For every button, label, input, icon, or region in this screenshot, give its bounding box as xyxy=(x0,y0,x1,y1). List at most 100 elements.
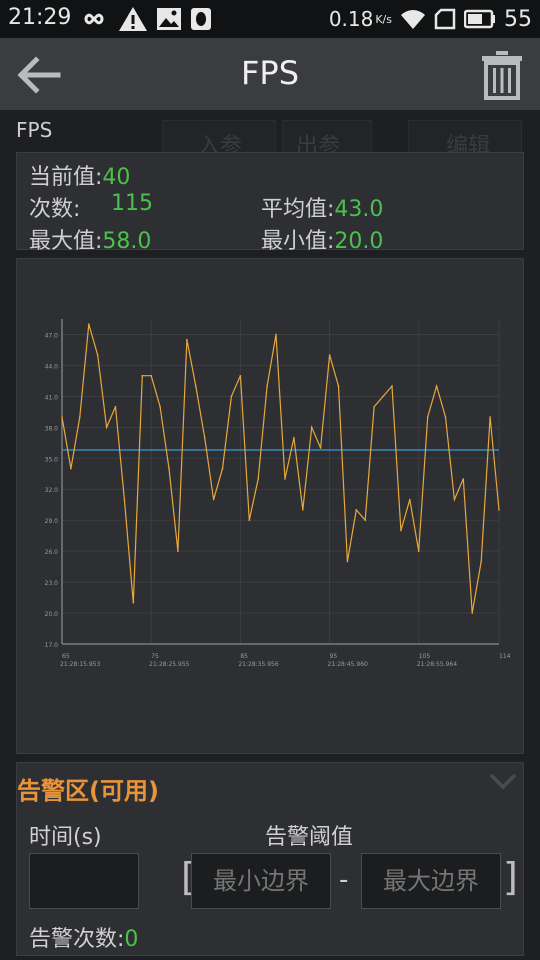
fps-data-point xyxy=(159,405,161,408)
fps-data-point xyxy=(61,416,63,418)
delete-button[interactable] xyxy=(478,48,526,102)
fps-data-point xyxy=(310,426,313,429)
y-tick-label: 41.0 xyxy=(45,394,59,401)
y-tick-label: 20.0 xyxy=(45,611,59,618)
avg-label: 平均值: xyxy=(261,197,335,222)
alarm-time-input[interactable] xyxy=(29,853,139,909)
qq-icon xyxy=(191,8,211,30)
fps-series-line xyxy=(61,324,500,614)
avg-row: 平均值:43.0 xyxy=(261,191,383,223)
fps-data-point xyxy=(301,509,304,511)
y-tick-label: 47.0 xyxy=(45,332,59,339)
fps-data-point xyxy=(141,374,144,377)
min-value: 20.0 xyxy=(334,229,384,254)
fps-data-point xyxy=(221,467,224,470)
count-row: 次数: xyxy=(29,191,80,223)
alarm-panel: 告警区(可用) 时间(s) 告警阈值 [ - ] 告警次数:0 xyxy=(16,762,524,956)
fps-data-point xyxy=(435,385,438,387)
fps-data-point xyxy=(364,519,367,521)
fps-data-point xyxy=(444,416,447,418)
max-label: 最大值: xyxy=(29,229,103,254)
alarm-time-label: 时间(s) xyxy=(29,825,102,850)
x-tick-timestamp: 21:28:25.955 xyxy=(149,661,189,668)
fps-data-point xyxy=(186,338,188,341)
x-tick-timestamp: 21:28:55.964 xyxy=(417,661,457,668)
max-boundary-input[interactable] xyxy=(361,853,501,909)
fps-data-point xyxy=(87,323,90,325)
fps-data-point xyxy=(275,333,277,336)
y-tick-label: 26.0 xyxy=(45,549,59,556)
x-tick-timestamp: 21:28:15.953 xyxy=(60,661,100,668)
x-tick-label: 114 xyxy=(499,653,511,660)
x-tick-label: 65 xyxy=(62,653,70,660)
fps-data-point xyxy=(337,385,340,387)
fps-data-point xyxy=(319,447,322,449)
y-tick-label: 23.0 xyxy=(45,580,59,587)
min-label: 最小值: xyxy=(261,229,335,254)
max-row: 最大值:58.0 xyxy=(29,223,151,255)
fps-data-point xyxy=(293,436,295,439)
ghost-tab-input xyxy=(162,120,276,156)
max-value: 58.0 xyxy=(102,229,152,254)
fps-data-point xyxy=(489,416,491,418)
action-bar: FPS xyxy=(0,38,540,110)
fps-data-point xyxy=(417,550,420,552)
fps-data-point xyxy=(266,385,268,387)
status-time: 21:29 xyxy=(8,5,72,30)
page-title: FPS xyxy=(240,54,299,92)
status-bar: 21:29 0.18 K/s xyxy=(0,0,540,38)
ghost-tab-edit xyxy=(408,120,522,156)
sim-card-icon xyxy=(434,8,456,30)
y-tick-label: 29.0 xyxy=(45,518,59,525)
fps-data-point xyxy=(453,498,456,501)
fps-chart: 17.0 20.0 23.0 26.0 29.0 32.0 35.0 38.0 41.0 44.0… xyxy=(16,258,524,754)
fps-data-point xyxy=(328,354,331,356)
fps-data-point xyxy=(391,385,393,387)
fps-data-point xyxy=(373,405,375,408)
y-tick-label: 44.0 xyxy=(45,363,59,370)
fps-data-point xyxy=(248,519,251,521)
fps-data-point xyxy=(168,467,170,470)
range-dash: - xyxy=(339,865,349,895)
fps-data-point xyxy=(123,498,126,501)
battery-level: 55 xyxy=(504,6,532,32)
trash-icon xyxy=(482,51,522,100)
back-button[interactable] xyxy=(14,50,64,100)
fps-data-point xyxy=(132,601,135,604)
section-label: FPS xyxy=(16,118,53,142)
alarm-count-value: 0 xyxy=(124,927,139,952)
current-value: 40 xyxy=(102,165,131,190)
fps-data-point xyxy=(239,374,242,377)
collapse-toggle[interactable] xyxy=(489,771,517,793)
x-tick-label: 105 xyxy=(419,653,431,660)
fps-data-point xyxy=(426,416,429,418)
alarm-title: 告警区(可用) xyxy=(17,777,159,805)
avg-value: 43.0 xyxy=(334,197,384,222)
fps-data-point xyxy=(230,395,233,398)
fps-data-point xyxy=(70,467,72,470)
fps-data-point xyxy=(346,560,349,563)
battery-icon xyxy=(464,9,495,29)
fps-data-point xyxy=(203,436,206,439)
x-tick-label: 95 xyxy=(330,653,338,660)
min-boundary-input[interactable] xyxy=(191,853,331,909)
fps-data-point xyxy=(212,498,215,501)
fps-chart-svg: 17.0 20.0 23.0 26.0 29.0 32.0 35.0 38.0 41.0 44.0… xyxy=(45,319,511,668)
y-tick-label: 32.0 xyxy=(45,487,59,494)
fps-data-point xyxy=(96,354,99,356)
x-tick-timestamp: 21:28:35.956 xyxy=(238,661,278,668)
fps-data-point xyxy=(150,374,152,377)
current-value-row: 当前值:40 xyxy=(29,159,130,191)
fps-data-point xyxy=(462,478,465,480)
fps-data-point xyxy=(409,498,411,501)
fps-data-point xyxy=(114,405,117,408)
fps-data-point xyxy=(284,478,286,480)
fps-data-point xyxy=(400,529,402,532)
fps-data-point xyxy=(382,395,384,398)
x-tick-label: 75 xyxy=(151,653,159,660)
x-tick-label: 85 xyxy=(240,653,248,660)
alarm-threshold-label: 告警阈值 xyxy=(265,825,354,850)
fps-data-point xyxy=(194,385,197,387)
stats-panel: 当前值:40 次数: 115 平均值:43.0 最大值:58.0 最小值:20.… xyxy=(16,152,524,254)
alarm-count-label: 告警次数: xyxy=(29,927,125,952)
